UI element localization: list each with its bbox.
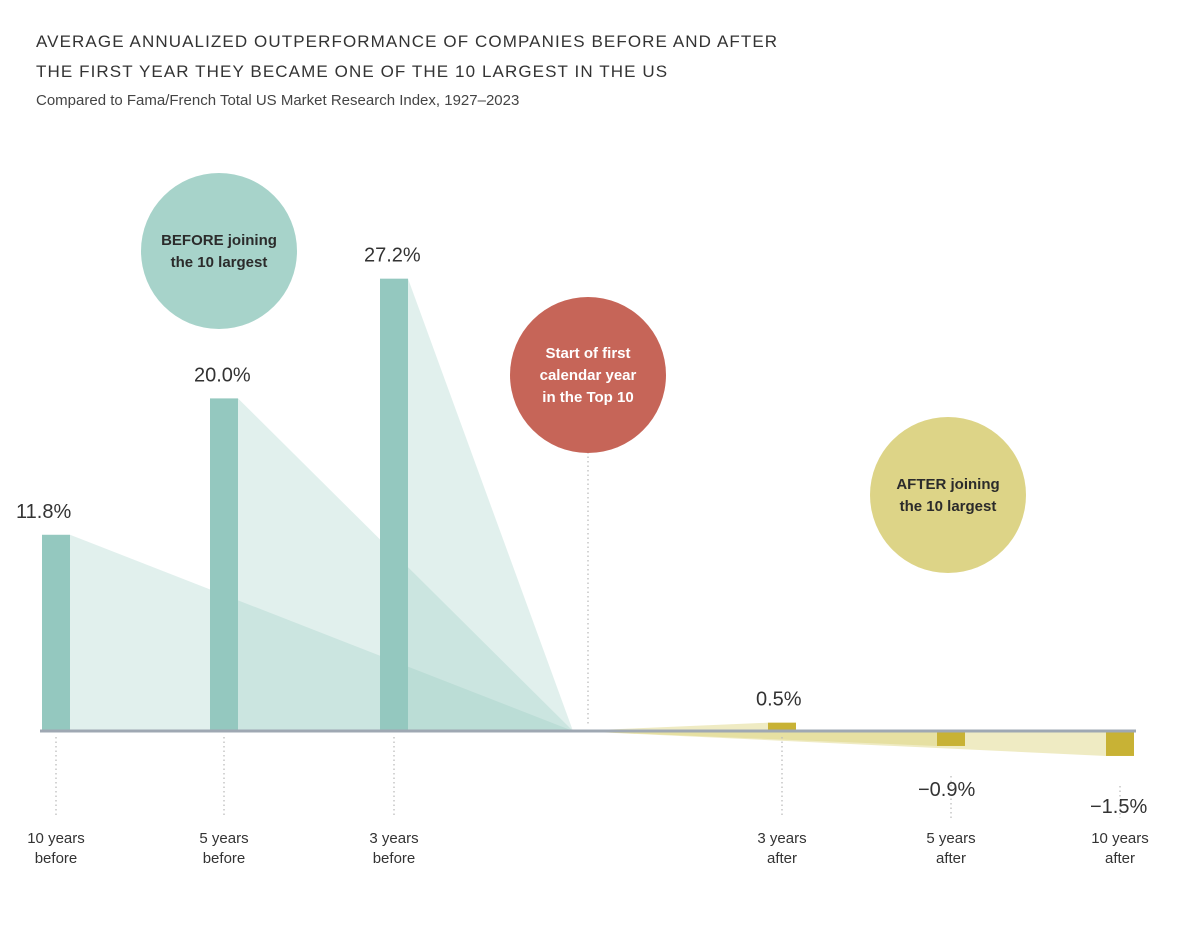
bubble-after-line-1: the 10 largest [900,498,997,515]
fan-wedge-4 [573,731,965,746]
tick-label-4-line-0: 5 years [926,830,975,847]
tick-label-1-line-0: 5 years [199,830,248,847]
tick-label-1-line-1: before [203,850,246,867]
value-label-2: 27.2% [364,245,421,267]
value-label-0: 11.8% [16,501,71,523]
bubble-start-line-2: in the Top 10 [542,389,633,406]
value-label-3: 0.5% [756,689,802,711]
tick-label-1: 5 years before [199,830,248,867]
bubble-start-line-0: Start of first [545,345,630,362]
chart-subtitle: Compared to Fama/French Total US Market … [36,92,520,109]
fan-wedge-2 [408,278,573,731]
tick-label-3-line-1: after [767,850,797,867]
tick-label-3-line-0: 3 years [757,830,806,847]
fan-wedge-5 [573,731,1134,756]
tick-label-3: 3 years after [757,830,806,867]
bar-1 [210,398,238,731]
bar-5 [1106,731,1134,756]
bar-4 [937,731,965,746]
tick-label-0: 10 years before [27,830,85,867]
value-label-5: −1.5% [1090,796,1147,818]
tick-label-2-line-1: before [373,850,416,867]
bubble-after-text: AFTER joining the 10 largest [896,476,999,515]
fan-wedge-0 [70,534,573,731]
bubble-before-circle [141,173,297,329]
tick-label-2: 3 years before [369,830,418,867]
value-label-4: −0.9% [918,779,975,801]
tick-label-5: 10 years after [1091,830,1149,867]
tick-label-0-line-1: before [35,850,78,867]
chart-title-line-2: THE FIRST YEAR THEY BECAME ONE OF THE 10… [36,62,669,81]
bar-2 [380,278,408,731]
value-label-1: 20.0% [194,364,251,386]
bubble-before-line-1: the 10 largest [171,254,268,271]
bar-0 [42,534,70,731]
bubble-after-circle [870,417,1026,573]
chart-title-line-1: AVERAGE ANNUALIZED OUTPERFORMANCE OF COM… [36,32,779,51]
bubble-start-circle [510,297,666,453]
bubble-before-text: BEFORE joining the 10 largest [161,232,277,271]
tick-label-5-line-1: after [1105,850,1135,867]
bubble-after-line-0: AFTER joining [896,476,999,493]
bubble-before-line-0: BEFORE joining [161,232,277,249]
bubble-start-line-1: calendar year [540,367,637,384]
bar-3 [768,722,796,731]
tick-label-0-line-0: 10 years [27,830,85,847]
fan-wedge-3 [573,722,796,731]
tick-label-4-line-1: after [936,850,966,867]
tick-label-4: 5 years after [926,830,975,867]
bubble-start-text: Start of first calendar year in the Top 10 [540,345,637,406]
tick-label-5-line-0: 10 years [1091,830,1149,847]
tick-label-2-line-0: 3 years [369,830,418,847]
